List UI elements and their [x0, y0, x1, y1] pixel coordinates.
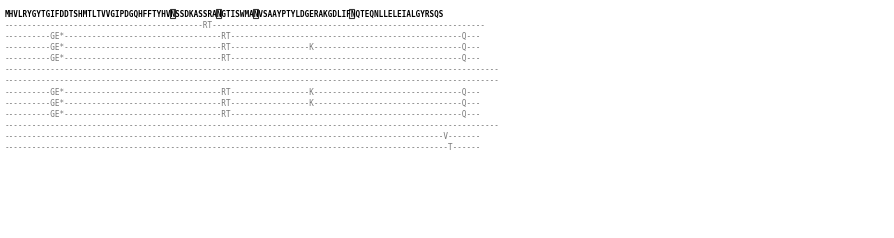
Text: ----------GE*----------------------------------RT-------------------------------: ----------GE*---------------------------…: [5, 110, 481, 119]
Text: ----------GE*----------------------------------RT-----------------K-------------: ----------GE*---------------------------…: [5, 99, 481, 108]
Text: ----------GE*----------------------------------RT-------------------------------: ----------GE*---------------------------…: [5, 54, 481, 63]
Text: MHVLRYGYTGIFDDTSHMTLTVVGIPDGQHFFTYHVNSSDKASSRANGTISWMANVSAAYPTYLDGERAKGDLIFNQTEQ: MHVLRYGYTGIFDDTSHMTLTVVGIPDGQHFFTYHVNSSD…: [5, 10, 444, 19]
Text: ----------GE*----------------------------------RT-----------------K-------------: ----------GE*---------------------------…: [5, 88, 481, 97]
Text: --------------------------------------------------------------------------------: ----------------------------------------…: [5, 132, 481, 141]
Text: ----------GE*----------------------------------RT-------------------------------: ----------GE*---------------------------…: [5, 32, 481, 41]
Bar: [253, 9, 257, 18]
Text: ----------GE*----------------------------------RT-----------------K-------------: ----------GE*---------------------------…: [5, 43, 481, 52]
Bar: [216, 9, 221, 18]
Text: --------------------------------------------------------------------------------: ----------------------------------------…: [5, 121, 500, 130]
Text: --------------------------------------------------------------------------------: ----------------------------------------…: [5, 76, 500, 85]
Bar: [170, 9, 175, 18]
Text: --------------------------------------------------------------------------------: ----------------------------------------…: [5, 143, 481, 152]
Bar: [349, 9, 354, 18]
Text: --------------------------------------------------------------------------------: ----------------------------------------…: [5, 65, 500, 74]
Text: -------------------------------------------RT-----------------------------------: ----------------------------------------…: [5, 21, 486, 30]
